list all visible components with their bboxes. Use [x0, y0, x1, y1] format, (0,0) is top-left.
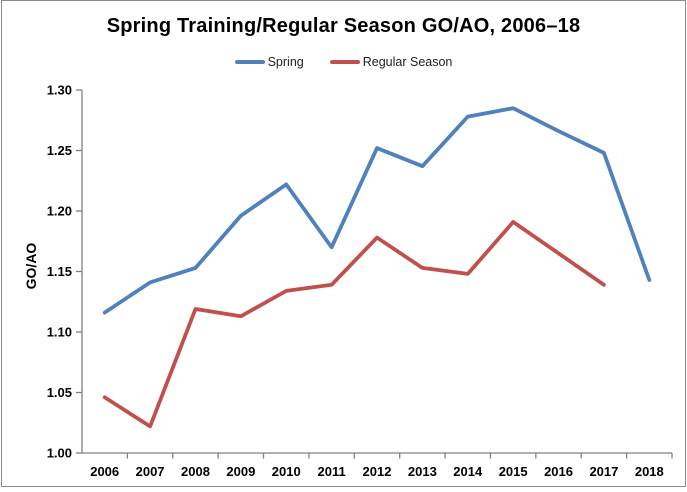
x-tick-label: 2018	[635, 464, 664, 479]
x-tick-label: 2017	[589, 464, 618, 479]
x-tick-label: 2007	[136, 464, 165, 479]
y-tick-label: 1.25	[47, 143, 72, 158]
series-line-spring	[102, 106, 652, 315]
x-tick-label: 2009	[226, 464, 255, 479]
x-tick-label: 2010	[272, 464, 301, 479]
x-tick-label: 2015	[499, 464, 528, 479]
legend: Spring Regular Season	[0, 55, 687, 69]
x-tick-label: 2011	[318, 464, 346, 479]
x-tick-label: 2012	[363, 464, 392, 479]
x-tick-label: 2006	[90, 464, 119, 479]
y-tick-label: 1.20	[47, 204, 72, 219]
legend-label-spring: Spring	[267, 55, 304, 69]
x-tick-label: 2008	[181, 464, 210, 479]
x-tick-label: 2013	[408, 464, 437, 479]
y-tick-label: 1.05	[47, 385, 72, 400]
legend-label-regular-season: Regular Season	[362, 55, 453, 69]
y-tick-label: 1.00	[47, 446, 72, 461]
series-line-regular-season	[102, 219, 606, 429]
chart-title: Spring Training/Regular Season GO/AO, 20…	[106, 15, 581, 37]
x-tick-label: 2016	[544, 464, 573, 479]
x-tick-label: 2014	[453, 464, 483, 479]
y-tick-label: 1.30	[47, 83, 72, 98]
spring-line-swatch-icon	[234, 60, 265, 64]
legend-item-regular-season[interactable]: Regular Season	[329, 55, 453, 69]
regular-season-line-swatch-icon	[329, 60, 360, 64]
legend-item-spring[interactable]: Spring	[234, 55, 304, 69]
y-tick-label: 1.15	[47, 264, 72, 279]
y-tick-label: 1.10	[47, 325, 72, 340]
